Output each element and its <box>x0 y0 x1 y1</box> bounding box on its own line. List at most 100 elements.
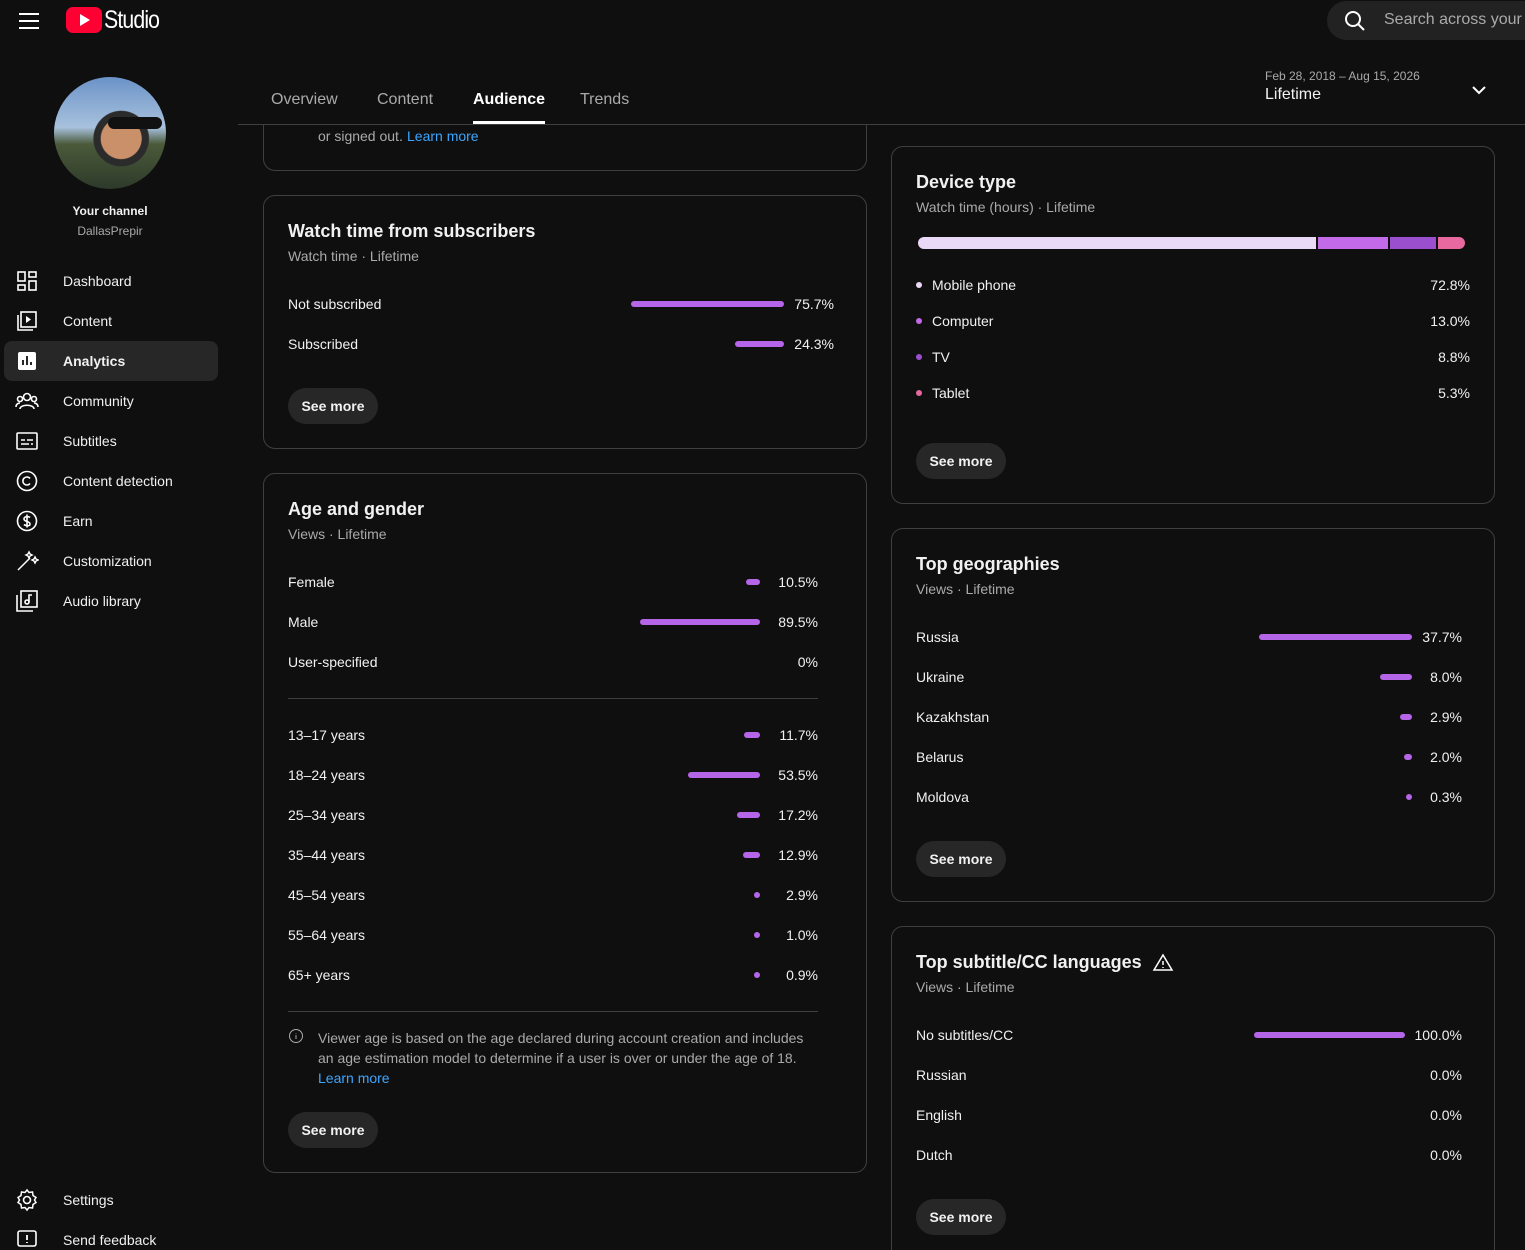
card-subtitles <box>891 926 1495 1250</box>
stacked-segment <box>1318 237 1388 249</box>
see-more-button[interactable]: See more <box>916 1199 1006 1235</box>
see-more-button[interactable]: See more <box>916 443 1006 479</box>
nav-icon <box>15 349 39 373</box>
date-label[interactable]: Lifetime <box>1265 86 1322 103</box>
learn-more-link[interactable]: Learn more <box>318 1070 390 1086</box>
row-value: 89.5% <box>778 614 818 630</box>
row-label: Dutch <box>916 1147 953 1163</box>
tab[interactable]: Trends <box>580 91 630 108</box>
age-note: Viewer age is based on the age declared … <box>318 1030 804 1066</box>
bar <box>754 932 760 938</box>
row-label: 55–64 years <box>288 927 366 943</box>
nav-item[interactable]: Earn <box>63 513 93 529</box>
nav-item[interactable]: Dashboard <box>63 273 132 289</box>
bar <box>1259 634 1412 640</box>
row-label: Female <box>288 574 335 590</box>
row-label: Not subscribed <box>288 296 382 312</box>
nav-item[interactable]: Settings <box>63 1192 114 1208</box>
card-title: Device type <box>916 172 1017 192</box>
row-label: 35–44 years <box>288 847 366 863</box>
row-value: 2.9% <box>1430 709 1462 725</box>
divider <box>288 698 818 699</box>
nav-item[interactable]: Content detection <box>63 473 173 489</box>
row-label: Kazakhstan <box>916 709 990 725</box>
menu-icon[interactable] <box>18 12 40 30</box>
legend-dot <box>916 282 922 288</box>
row-value: 100.0% <box>1414 1027 1462 1043</box>
stacked-segment <box>918 237 1317 249</box>
nav-icon-svg <box>17 311 37 331</box>
chevron-icon <box>1467 78 1491 102</box>
date-range: Feb 28, 2018 – Aug 15, 2026 <box>1265 69 1420 83</box>
bar <box>1400 714 1412 720</box>
nav-item[interactable]: Send feedback <box>63 1232 157 1248</box>
see-more-button[interactable]: See more <box>288 1112 378 1148</box>
nav-icon-svg <box>15 392 39 410</box>
card-device-type <box>891 146 1495 504</box>
channel-name: DallasPrepir <box>77 224 143 238</box>
bar <box>640 619 760 625</box>
warning-icon <box>1151 951 1175 975</box>
row-value: 75.7% <box>794 296 834 312</box>
bar <box>1403 754 1412 760</box>
chevron-icon-svg <box>1472 86 1486 95</box>
card-subtitle: Watch time (hours) · Lifetime <box>916 199 1096 215</box>
search-placeholder[interactable]: Search across your <box>1384 11 1522 28</box>
youtube-logo[interactable] <box>66 7 102 33</box>
bar <box>688 772 760 778</box>
nav-item[interactable]: Customization <box>63 553 152 569</box>
nav-icon <box>15 469 39 493</box>
nav-icon <box>15 389 39 413</box>
learn-more-link[interactable]: Learn more <box>407 128 479 144</box>
nav-icon-svg <box>18 352 36 370</box>
row-label: Russian <box>916 1067 967 1083</box>
row-value: 12.9% <box>778 847 818 863</box>
info-icon <box>286 1026 310 1050</box>
row-value: 1.0% <box>786 927 818 943</box>
search-icon <box>1343 9 1367 33</box>
nav-icon <box>15 509 39 533</box>
nav-item[interactable]: Analytics <box>63 353 126 369</box>
nav-item[interactable]: Subtitles <box>63 433 117 449</box>
nav-item[interactable]: Content <box>63 313 113 329</box>
search-icon-svg <box>1345 11 1365 31</box>
legend-dot <box>916 318 922 324</box>
see-more-button[interactable]: See more <box>288 388 378 424</box>
see-more-button[interactable]: See more <box>916 841 1006 877</box>
bar <box>745 579 760 585</box>
row-value: 0.9% <box>786 967 818 983</box>
row-label: User-specified <box>288 654 378 670</box>
row-label: Male <box>288 614 319 630</box>
bar <box>736 812 760 818</box>
tab[interactable]: Content <box>377 91 434 108</box>
row-value: 13.0% <box>1430 313 1470 329</box>
nav-icon <box>15 269 39 293</box>
nav-icon <box>15 309 39 333</box>
settings-icon-svg <box>16 1188 38 1212</box>
bar <box>1379 674 1412 680</box>
tab[interactable]: Overview <box>271 91 338 108</box>
nav-item[interactable]: Audio library <box>63 593 141 609</box>
row-label: Ukraine <box>916 669 965 685</box>
nav-item[interactable]: Community <box>63 393 134 409</box>
row-label: Belarus <box>916 749 964 765</box>
sunglasses <box>108 117 162 129</box>
row-value: 5.3% <box>1438 385 1470 401</box>
row-label: English <box>916 1107 962 1123</box>
tab[interactable]: Audience <box>473 86 546 124</box>
partial-text: or signed out. <box>318 128 403 144</box>
bar <box>754 972 760 978</box>
card-geographies <box>891 528 1495 902</box>
nav-active-bg <box>4 341 218 381</box>
row-label: Moldova <box>916 789 969 805</box>
row-label: Tablet <box>932 385 970 401</box>
row-label: 25–34 years <box>288 807 366 823</box>
channel-label: Your channel <box>72 204 148 218</box>
row-label: TV <box>932 349 950 365</box>
row-value: 72.8% <box>1430 277 1470 293</box>
row-value: 2.0% <box>1430 749 1462 765</box>
bar <box>742 852 760 858</box>
settings-icon <box>15 1188 39 1212</box>
card-title: Top subtitle/CC languages <box>916 952 1142 972</box>
avatar[interactable] <box>54 77 166 189</box>
